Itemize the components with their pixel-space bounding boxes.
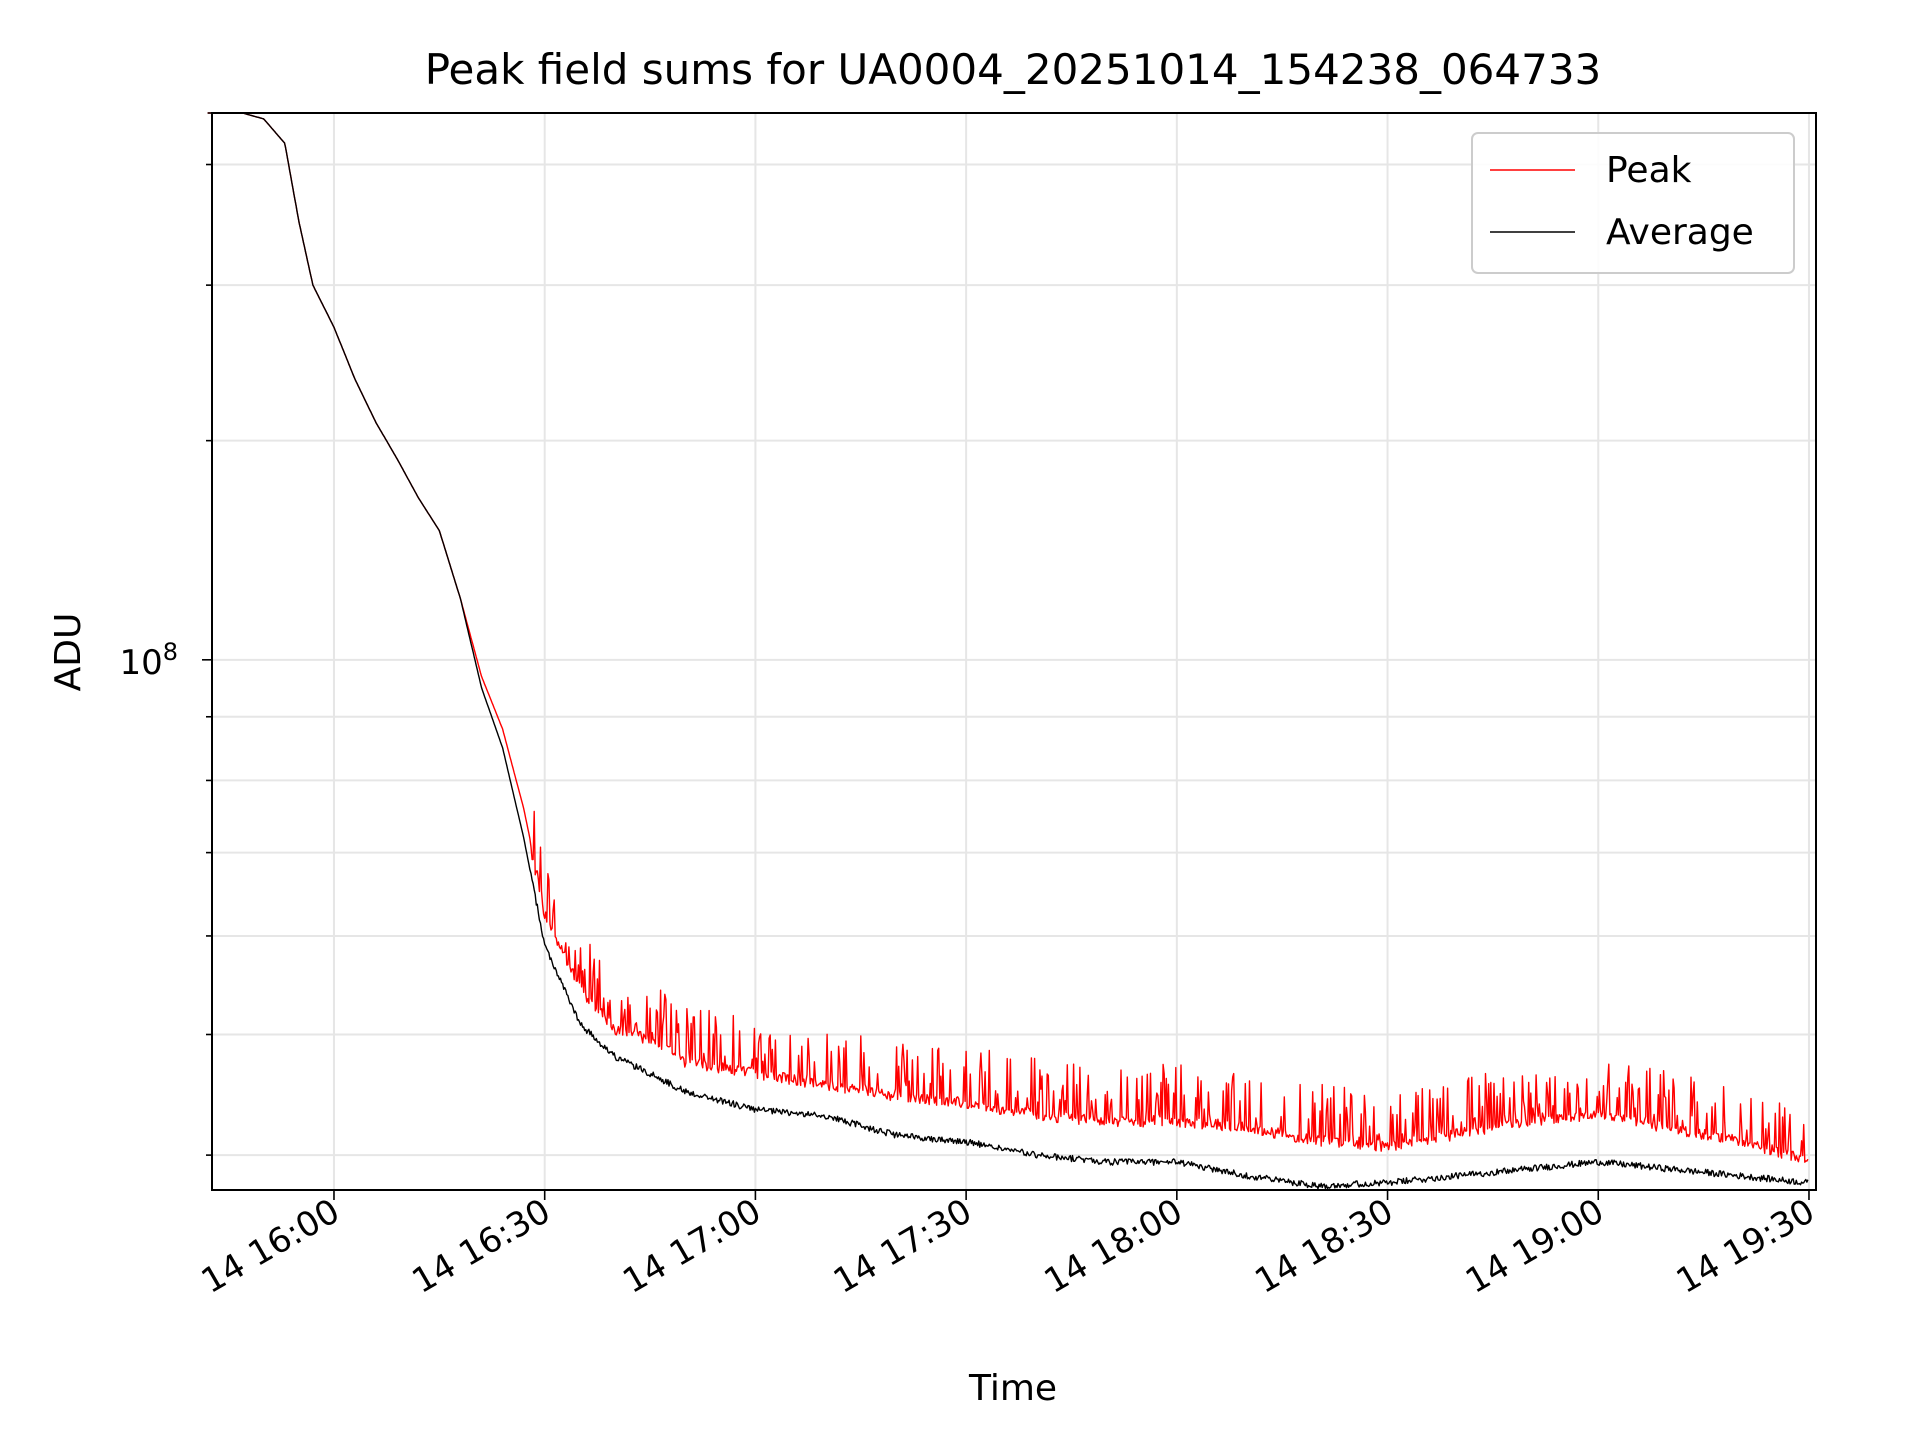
plot-frame xyxy=(211,112,1817,1191)
legend-box xyxy=(1471,132,1795,274)
y-tick-label: 108 xyxy=(119,638,178,683)
legend: Peak Average xyxy=(1471,132,1795,274)
y-axis-label: ADU xyxy=(48,613,89,692)
x-axis-label: Time xyxy=(968,1368,1057,1409)
series-line-peak xyxy=(207,112,1809,1163)
legend-average-label: Average xyxy=(1606,212,1754,253)
series-line-average xyxy=(207,112,1809,1190)
chart-title: Peak field sums for UA0004_20251014_1542… xyxy=(425,45,1602,94)
legend-peak-label: Peak xyxy=(1606,150,1692,191)
